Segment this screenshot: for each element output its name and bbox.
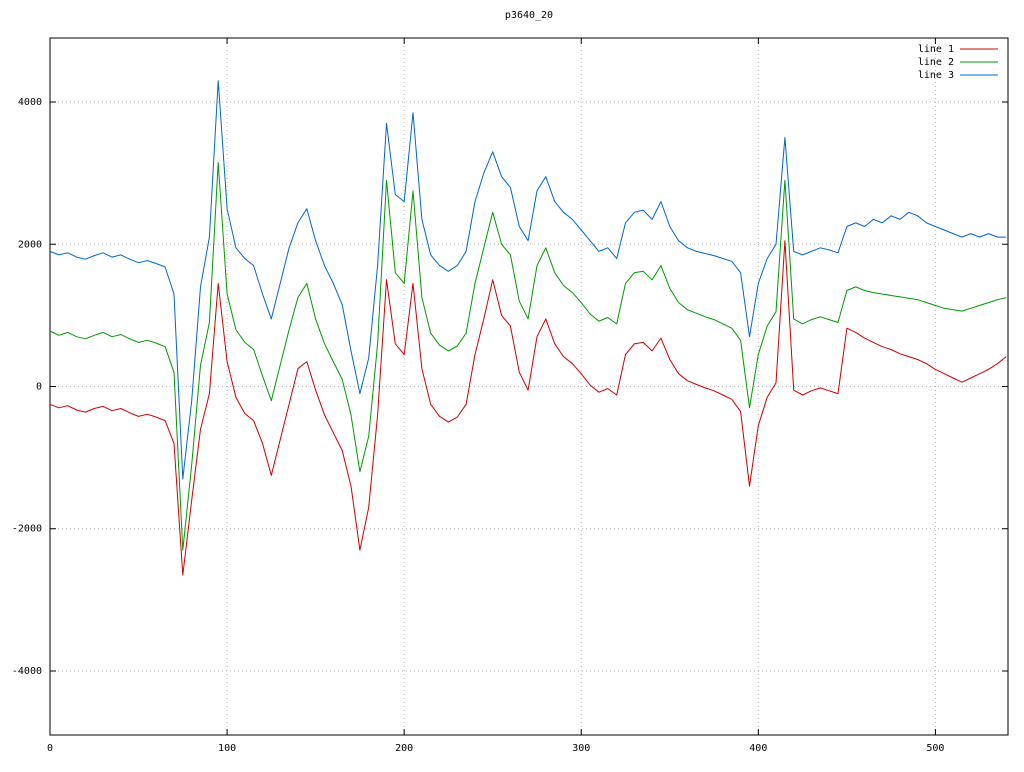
series-line-2 [49,162,1007,551]
x-tick-label: 500 [926,743,944,754]
legend-label: line 1 [918,44,954,55]
series-line-3 [49,80,1007,480]
legend-label: line 2 [918,57,954,68]
series-line-1 [49,240,1007,576]
y-tick-label: 4000 [18,97,42,108]
x-tick-label: 200 [395,743,413,754]
y-tick-label: 0 [36,382,42,393]
chart-title: p3640_20 [504,10,554,21]
x-tick-label: 300 [572,743,590,754]
x-tick-label: 0 [47,743,53,754]
x-tick-label: 400 [749,743,767,754]
y-tick-label: -2000 [12,524,42,535]
x-tick-label: 100 [218,743,236,754]
legend-label: line 3 [918,70,954,81]
y-tick-label: 2000 [18,239,42,250]
y-tick-label: -4000 [12,666,42,677]
